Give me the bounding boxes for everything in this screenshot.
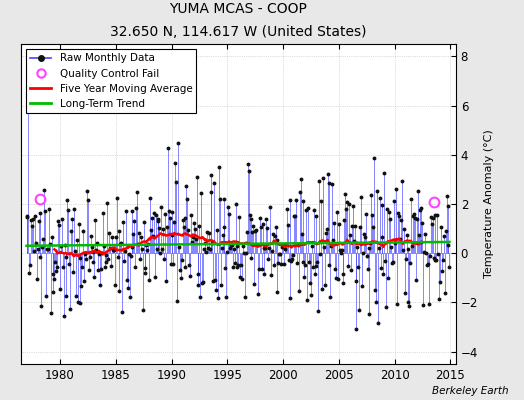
Legend: Raw Monthly Data, Quality Control Fail, Five Year Moving Average, Long-Term Tren: Raw Monthly Data, Quality Control Fail, …: [26, 49, 196, 113]
Title: YUMA MCAS - COOP
32.650 N, 114.617 W (United States): YUMA MCAS - COOP 32.650 N, 114.617 W (Un…: [110, 2, 367, 39]
Text: Berkeley Earth: Berkeley Earth: [432, 386, 508, 396]
Y-axis label: Temperature Anomaly (°C): Temperature Anomaly (°C): [484, 130, 494, 278]
